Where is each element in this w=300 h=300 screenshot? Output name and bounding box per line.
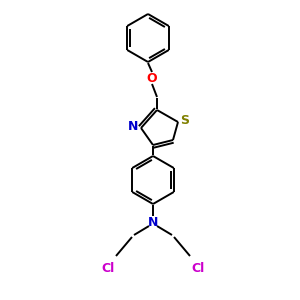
Text: S: S [181, 113, 190, 127]
Text: Cl: Cl [191, 262, 205, 275]
Text: O: O [147, 71, 157, 85]
Text: N: N [148, 215, 158, 229]
Text: N: N [128, 121, 138, 134]
Text: Cl: Cl [101, 262, 115, 275]
